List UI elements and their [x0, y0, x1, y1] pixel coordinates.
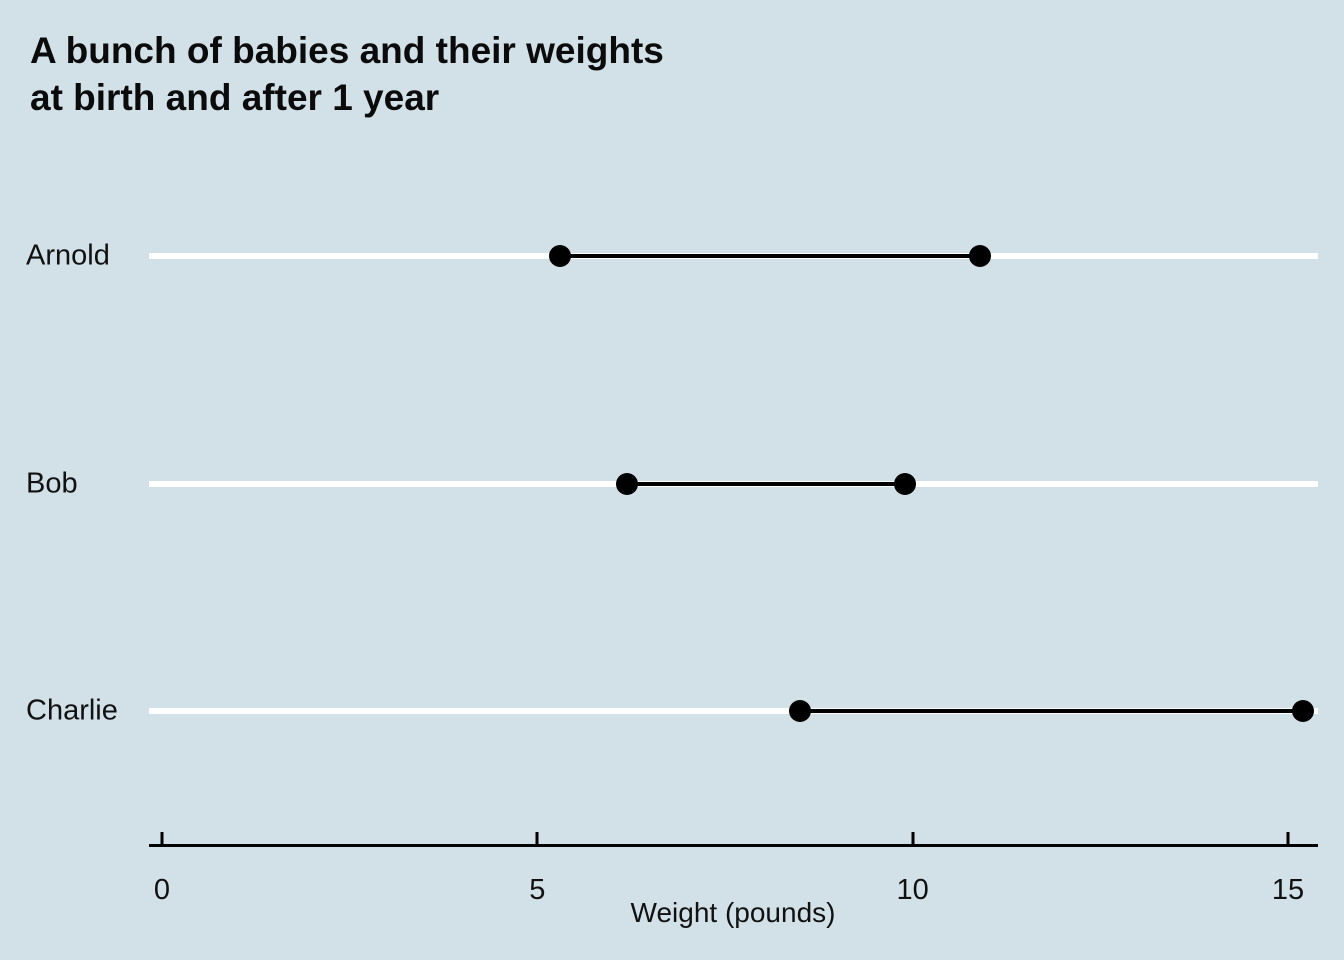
x-tick-label: 15 [1271, 874, 1305, 906]
dot-birth-weight [789, 700, 812, 722]
x-tick-mark [160, 832, 164, 845]
row-label: Bob [26, 467, 78, 499]
row-track [149, 708, 1318, 714]
dumbbell-segment [559, 254, 981, 258]
row-label: Charlie [26, 694, 118, 727]
row-label: Arnold [26, 239, 110, 272]
x-axis-line [149, 844, 1318, 847]
dumbbell-segment [627, 481, 906, 486]
chart-title: A bunch of babies and their weights at b… [30, 30, 664, 118]
x-tick-mark [911, 832, 915, 845]
x-tick-mark [535, 832, 539, 845]
x-tick-mark [1286, 832, 1290, 845]
dot-year1-weight [1292, 700, 1315, 722]
dot-birth-weight [548, 245, 571, 267]
x-axis-title: Weight (pounds) [630, 897, 836, 928]
dumbbell-segment [800, 709, 1304, 713]
dot-birth-weight [616, 472, 639, 495]
x-tick-label: 5 [529, 874, 546, 906]
dot-year1-weight [969, 245, 992, 267]
x-tick-label: 0 [153, 874, 171, 906]
dot-year1-weight [894, 472, 917, 495]
x-tick-label: 10 [896, 874, 929, 906]
